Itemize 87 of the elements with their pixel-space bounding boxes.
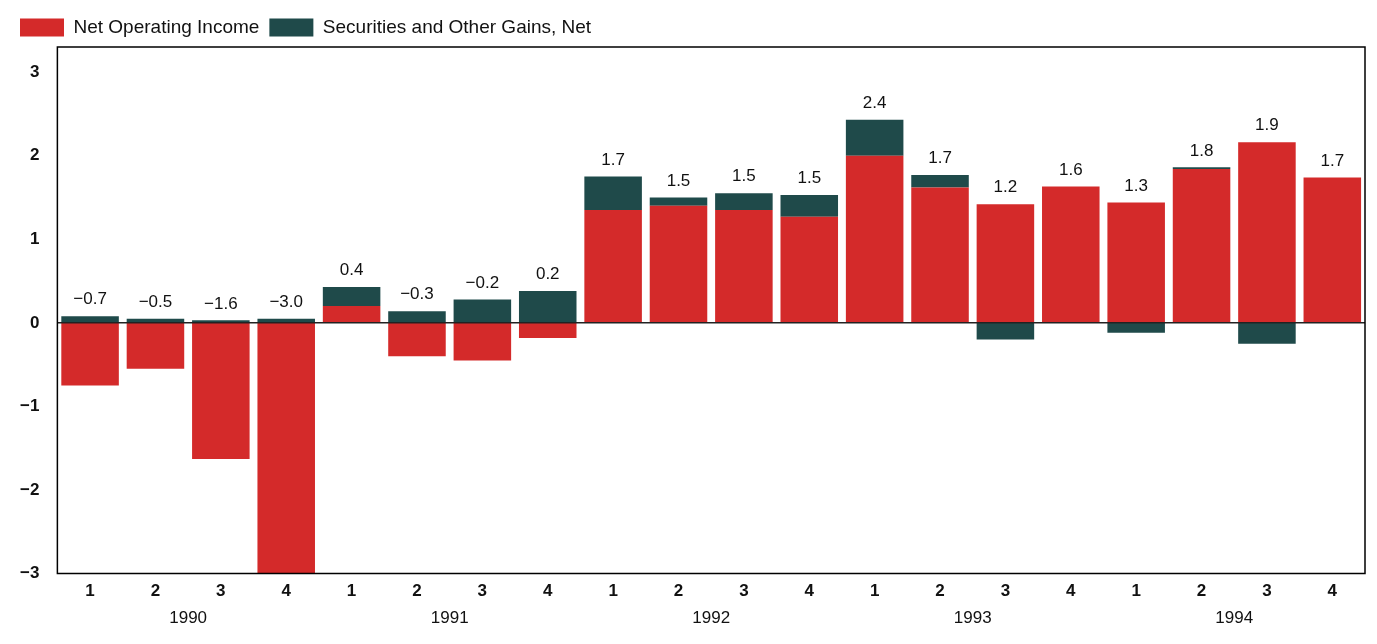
bar bbox=[453, 299, 512, 323]
bar bbox=[976, 322, 1035, 340]
total-label: −0.2 bbox=[465, 272, 500, 292]
text: 1991 bbox=[430, 607, 469, 627]
bar bbox=[715, 193, 773, 210]
x-tick-label: 1 bbox=[869, 581, 880, 601]
x-tick-label: 3 bbox=[216, 581, 226, 601]
bar bbox=[388, 311, 446, 323]
bar bbox=[845, 155, 904, 323]
bar bbox=[126, 322, 185, 369]
x-tick-label: 3 bbox=[1000, 581, 1011, 601]
x-tick-label: 1 bbox=[1131, 581, 1141, 601]
total-label: 1.2 bbox=[993, 177, 1018, 197]
y-tick-label: −3 bbox=[19, 563, 40, 583]
bar bbox=[257, 322, 315, 574]
total-label: 1.7 bbox=[601, 149, 625, 169]
x-tick-label: 4 bbox=[1066, 581, 1077, 601]
bar bbox=[584, 210, 642, 323]
total-label: −0.3 bbox=[400, 284, 434, 304]
y-tick-label: 2 bbox=[29, 145, 40, 165]
total-label: 1.5 bbox=[666, 170, 691, 190]
total-label: 0.2 bbox=[535, 264, 560, 284]
y-tick-label: 3 bbox=[29, 61, 40, 81]
bar bbox=[1107, 322, 1165, 333]
text: 1993 bbox=[953, 607, 992, 627]
bar bbox=[1238, 322, 1296, 344]
bar bbox=[584, 176, 642, 210]
bar bbox=[780, 194, 839, 217]
bar bbox=[192, 322, 250, 460]
bar bbox=[518, 291, 577, 323]
bar bbox=[61, 322, 119, 386]
total-label: 1.8 bbox=[1189, 140, 1214, 160]
total-label: 1.9 bbox=[1255, 115, 1279, 135]
text: 1992 bbox=[692, 607, 731, 627]
bar bbox=[322, 306, 381, 323]
bar bbox=[453, 322, 512, 361]
x-tick-label: 4 bbox=[804, 581, 815, 601]
x-tick-label: 3 bbox=[477, 581, 488, 601]
total-label: 1.5 bbox=[732, 166, 756, 186]
bar bbox=[1172, 169, 1231, 323]
total-label: 1.7 bbox=[1320, 150, 1345, 170]
x-tick-label: 4 bbox=[543, 581, 553, 601]
y-tick-label: −1 bbox=[19, 396, 40, 416]
bar bbox=[976, 204, 1035, 323]
legend-label: Net Operating Income bbox=[73, 15, 260, 37]
text: 1994 bbox=[1215, 607, 1254, 627]
total-label: −0.5 bbox=[138, 291, 173, 311]
y-tick-label: −2 bbox=[19, 479, 40, 499]
x-tick-label: 2 bbox=[935, 581, 945, 601]
bar bbox=[322, 286, 381, 307]
total-label: 1.3 bbox=[1124, 175, 1148, 195]
x-tick-label: 4 bbox=[281, 581, 292, 601]
x-tick-label: 2 bbox=[150, 581, 161, 601]
bar bbox=[715, 210, 773, 323]
x-tick-label: 2 bbox=[412, 581, 422, 601]
total-label: 2.4 bbox=[862, 92, 887, 112]
bar bbox=[1042, 186, 1100, 323]
bar bbox=[1107, 202, 1165, 323]
legend-label: Securities and Other Gains, Net bbox=[322, 15, 592, 37]
y-tick-label: 0 bbox=[29, 312, 40, 332]
total-label: 1.6 bbox=[1058, 159, 1083, 179]
x-tick-label: 1 bbox=[608, 581, 618, 601]
text: 1990 bbox=[169, 607, 208, 627]
total-label: 1.7 bbox=[928, 148, 952, 168]
total-label: −1.6 bbox=[204, 293, 238, 313]
total-label: −0.7 bbox=[73, 289, 107, 309]
bar bbox=[649, 197, 708, 206]
total-label: −3.0 bbox=[269, 291, 303, 311]
x-tick-label: 4 bbox=[1327, 581, 1338, 601]
bar bbox=[1303, 177, 1362, 323]
x-tick-label: 3 bbox=[739, 581, 749, 601]
bar bbox=[911, 187, 969, 323]
x-tick-label: 1 bbox=[346, 581, 357, 601]
total-label: 0.4 bbox=[339, 260, 364, 280]
bar bbox=[1238, 142, 1296, 323]
bar bbox=[780, 216, 839, 323]
bar bbox=[911, 174, 969, 188]
x-tick-label: 2 bbox=[673, 581, 684, 601]
x-tick-label: 2 bbox=[1196, 581, 1207, 601]
bar bbox=[518, 322, 577, 338]
bar bbox=[388, 322, 446, 357]
y-tick-label: 1 bbox=[29, 228, 40, 248]
bar bbox=[649, 205, 708, 323]
bar bbox=[845, 119, 904, 156]
x-tick-label: 1 bbox=[85, 581, 95, 601]
total-label: 1.5 bbox=[797, 168, 822, 188]
x-tick-label: 3 bbox=[1262, 581, 1272, 601]
